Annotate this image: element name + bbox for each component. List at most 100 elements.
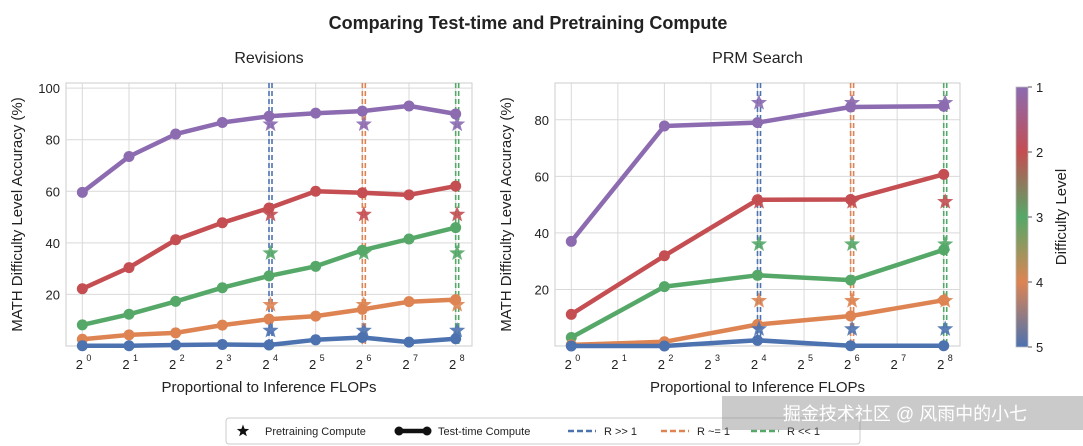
pretraining-star-level-5 bbox=[262, 322, 279, 338]
x-tick-label: 2 bbox=[169, 357, 176, 372]
watermark-text: 掘金技术社区 @ 风雨中的小七 bbox=[783, 404, 1027, 424]
data-point-level-4 bbox=[845, 310, 857, 322]
data-point-level-5 bbox=[310, 334, 322, 346]
data-point-level-2 bbox=[938, 168, 950, 180]
data-point-level-2 bbox=[565, 308, 577, 320]
pretraining-star-level-3 bbox=[937, 235, 954, 252]
x-tick-exponent: 0 bbox=[575, 353, 580, 363]
x-tick-label: 2 bbox=[704, 357, 711, 372]
x-tick-exponent: 4 bbox=[273, 353, 278, 363]
data-point-level-1 bbox=[216, 116, 228, 128]
data-point-level-2 bbox=[216, 217, 228, 229]
y-tick-label: 80 bbox=[535, 113, 549, 128]
x-tick-exponent: 7 bbox=[413, 353, 418, 363]
data-point-level-3 bbox=[450, 222, 462, 234]
data-point-level-2 bbox=[170, 234, 182, 246]
pretraining-star-level-3 bbox=[750, 235, 768, 252]
legend-line-dot bbox=[394, 426, 404, 436]
data-point-level-3 bbox=[403, 233, 415, 245]
data-point-level-1 bbox=[263, 110, 275, 122]
x-tick-label: 2 bbox=[402, 357, 409, 372]
legend-label: Pretraining Compute bbox=[265, 426, 366, 438]
pretraining-star-level-3 bbox=[355, 244, 372, 261]
colorbar-tick-label: 1 bbox=[1036, 80, 1043, 95]
x-axis-label: Proportional to Inference FLOPs bbox=[650, 379, 865, 396]
data-point-level-5 bbox=[403, 336, 415, 348]
watermark-backdrop bbox=[722, 396, 1083, 430]
pretraining-star-level-3 bbox=[449, 244, 466, 261]
data-point-level-4 bbox=[170, 327, 182, 339]
legend-label: R ~= 1 bbox=[697, 426, 730, 438]
data-point-level-2 bbox=[450, 180, 462, 192]
data-point-level-1 bbox=[76, 186, 88, 198]
data-point-level-1 bbox=[565, 235, 577, 247]
data-point-level-2 bbox=[310, 185, 322, 197]
data-point-level-3 bbox=[170, 295, 182, 307]
x-tick-exponent: 5 bbox=[320, 353, 325, 363]
pretraining-star-level-3 bbox=[844, 235, 861, 252]
difficulty-colorbar: 1 2 3 4 5 Difficulty Level bbox=[1015, 80, 1070, 355]
pretraining-star-level-4 bbox=[844, 292, 861, 308]
x-tick-label: 2 bbox=[356, 357, 363, 372]
x-tick-exponent: 5 bbox=[808, 353, 813, 363]
y-tick-label: 100 bbox=[38, 81, 60, 96]
data-point-level-2 bbox=[76, 283, 88, 295]
data-point-level-5 bbox=[216, 338, 228, 350]
data-point-level-3 bbox=[752, 269, 763, 281]
pretraining-star-level-2 bbox=[750, 193, 768, 209]
pretraining-star-level-4 bbox=[355, 296, 372, 312]
pretraining-star-level-1 bbox=[262, 115, 279, 132]
x-tick-label: 2 bbox=[565, 357, 572, 372]
x-tick-exponent: 6 bbox=[366, 353, 371, 363]
pretraining-star-level-2 bbox=[262, 206, 279, 222]
panel-revisions: 2 0 2 1 2 2 2 3 2 4 2 5 2 6 2 7 2 820406080100RevisionsPr… bbox=[9, 50, 473, 396]
data-point-level-5 bbox=[170, 339, 182, 351]
pretraining-star-level-2 bbox=[844, 193, 861, 209]
x-tick-label: 2 bbox=[309, 357, 316, 372]
data-point-level-5 bbox=[565, 340, 577, 352]
data-point-level-3 bbox=[845, 274, 857, 286]
pretraining-star-level-1 bbox=[750, 94, 768, 110]
x-tick-exponent: 1 bbox=[133, 353, 138, 363]
panel-title: Revisions bbox=[234, 50, 303, 67]
data-point-level-5 bbox=[845, 340, 857, 352]
legend-label: R << 1 bbox=[787, 426, 820, 438]
y-tick-label: 60 bbox=[46, 184, 60, 199]
x-tick-exponent: 2 bbox=[668, 353, 673, 363]
x-tick-exponent: 3 bbox=[226, 353, 231, 363]
legend-star-marker bbox=[236, 424, 250, 437]
y-tick-label: 80 bbox=[46, 133, 60, 148]
y-axis-label: MATH Difficulty Level Accuracy (%) bbox=[498, 97, 515, 332]
x-tick-label: 2 bbox=[262, 357, 269, 372]
data-point-level-5 bbox=[123, 340, 135, 352]
x-tick-exponent: 8 bbox=[460, 353, 465, 363]
data-point-level-1 bbox=[752, 117, 763, 129]
data-point-level-1 bbox=[310, 107, 322, 119]
colorbar-bar bbox=[1015, 86, 1029, 348]
data-point-level-2 bbox=[658, 250, 670, 262]
data-point-level-4 bbox=[403, 296, 415, 308]
data-point-level-3 bbox=[76, 319, 88, 331]
x-tick-exponent: 7 bbox=[901, 353, 906, 363]
legend-frame bbox=[225, 417, 861, 445]
pretraining-star-level-5 bbox=[937, 320, 954, 336]
pretraining-star-level-2 bbox=[937, 193, 954, 209]
pretraining-star-level-1 bbox=[449, 115, 466, 132]
y-tick-label: 20 bbox=[535, 282, 549, 297]
pretraining-star-level-2 bbox=[355, 206, 372, 222]
x-tick-label: 2 bbox=[844, 357, 851, 372]
data-point-level-1 bbox=[450, 108, 462, 120]
figure-title: Comparing Test-time and Pretraining Comp… bbox=[329, 13, 728, 33]
pretraining-star-level-4 bbox=[937, 292, 954, 308]
data-point-level-5 bbox=[752, 334, 763, 346]
data-point-level-5 bbox=[938, 340, 950, 352]
pretraining-star-level-4 bbox=[262, 296, 279, 312]
x-tick-exponent: 4 bbox=[762, 353, 767, 363]
data-point-level-2 bbox=[356, 187, 368, 199]
data-point-level-4 bbox=[123, 329, 135, 341]
colorbar-tick-label: 3 bbox=[1036, 210, 1043, 225]
pretraining-star-level-5 bbox=[750, 320, 768, 336]
y-tick-label: 60 bbox=[535, 169, 549, 184]
legend: Pretraining Compute Test-time Compute R >>… bbox=[225, 417, 861, 445]
data-point-level-1 bbox=[658, 120, 670, 132]
